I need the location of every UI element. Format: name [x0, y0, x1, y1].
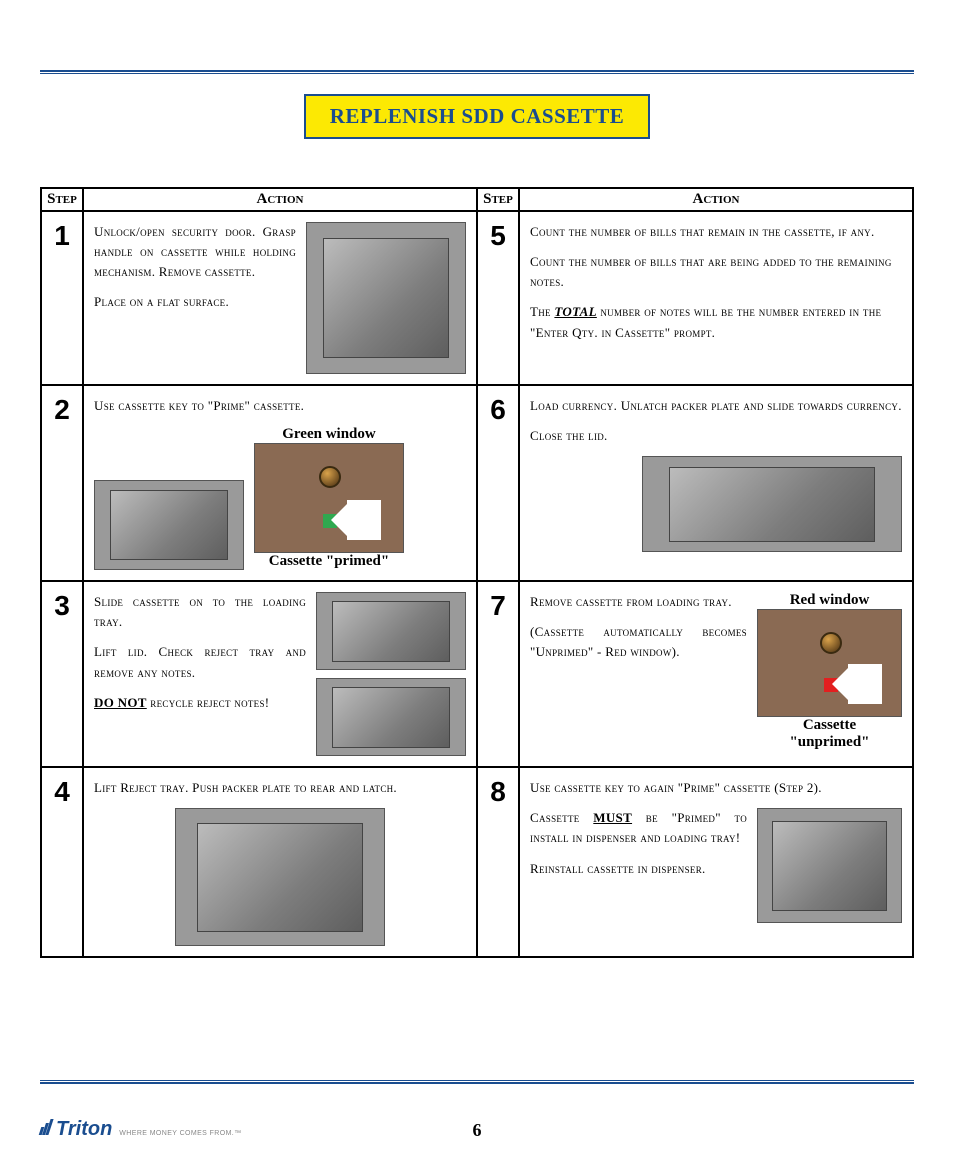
step-text: Lift lid. Check reject tray and remove a… [94, 642, 306, 682]
action-cell: Load currency. Unlatch packer plate and … [519, 385, 913, 581]
table-row: 1 Unlock/open security door. Grasp handl… [41, 211, 913, 385]
step-text: Remove cassette from loading tray. [530, 592, 747, 612]
figure-callout-unprimed [757, 609, 902, 717]
col-step-right: Step [477, 188, 519, 211]
text: The [530, 304, 554, 319]
bottom-rule [40, 1080, 914, 1084]
step-number: 2 [41, 385, 83, 581]
figure-photo [757, 808, 902, 923]
step-number: 5 [477, 211, 519, 385]
action-cell: Remove cassette from loading tray. (Cass… [519, 581, 913, 767]
figure-photo [316, 592, 466, 670]
col-step-left: Step [41, 188, 83, 211]
step-text: Place on a flat surface. [94, 292, 296, 312]
text: recycle reject notes! [147, 695, 270, 710]
text: Cassette [530, 810, 593, 825]
emph-total: TOTAL [554, 304, 596, 319]
triton-logo: Triton WHERE MONEY COMES FROM.™ [40, 1118, 242, 1141]
emph-donot: DO NOT [94, 695, 147, 710]
top-rule [40, 70, 914, 74]
step-number: 8 [477, 767, 519, 957]
page-title: REPLENISH SDD CASSETTE [330, 104, 625, 128]
step-number: 4 [41, 767, 83, 957]
action-cell: Use cassette key to again "Prime" casset… [519, 767, 913, 957]
step-text: Slide cassette on to the loading tray. [94, 592, 306, 632]
callout-label: Red window [757, 592, 902, 609]
table-row: 4 Lift Reject tray. Push packer plate to… [41, 767, 913, 957]
page-number: 6 [473, 1120, 482, 1141]
callout-label: "unprimed" [757, 734, 902, 751]
figure-callout-primed [254, 443, 404, 553]
logo-tagline: WHERE MONEY COMES FROM.™ [119, 1130, 241, 1137]
step-number: 7 [477, 581, 519, 767]
step-text: Count the number of bills that are being… [530, 252, 902, 292]
step-text: Unlock/open security door. Grasp handle … [94, 222, 296, 282]
step-text: Count the number of bills that remain in… [530, 222, 902, 242]
figure-photo [175, 808, 385, 946]
step-text: DO NOT recycle reject notes! [94, 693, 306, 713]
action-cell: Unlock/open security door. Grasp handle … [83, 211, 477, 385]
step-number: 1 [41, 211, 83, 385]
step-text: Lift Reject tray. Push packer plate to r… [94, 778, 466, 798]
figure-photo [306, 222, 466, 374]
logo-icon [40, 1119, 51, 1135]
figure-photo [316, 678, 466, 756]
step-text: (Cassette automatically becomes "Unprime… [530, 622, 747, 662]
footer: Triton WHERE MONEY COMES FROM.™ 6 [40, 1118, 914, 1141]
callout-label: Green window [254, 426, 404, 443]
action-cell: Lift Reject tray. Push packer plate to r… [83, 767, 477, 957]
step-number: 3 [41, 581, 83, 767]
logo-text: Triton [56, 1118, 112, 1141]
step-text: Use cassette key to again "Prime" casset… [530, 778, 902, 798]
callout-label: Cassette [757, 717, 902, 734]
action-cell: Slide cassette on to the loading tray. L… [83, 581, 477, 767]
step-text: Reinstall cassette in dispenser. [530, 859, 747, 879]
table-row: 3 Slide cassette on to the loading tray.… [41, 581, 913, 767]
action-cell: Count the number of bills that remain in… [519, 211, 913, 385]
col-action-right: Action [519, 188, 913, 211]
step-text: Cassette MUST be "Primed" to install in … [530, 808, 747, 848]
title-box: REPLENISH SDD CASSETTE [304, 94, 651, 139]
step-text: The TOTAL number of notes will be the nu… [530, 302, 902, 342]
step-number: 6 [477, 385, 519, 581]
figure-photo [94, 480, 244, 570]
step-text: Use cassette key to "Prime" cassette. [94, 396, 466, 416]
figure-photo [642, 456, 902, 552]
step-text: Close the lid. [530, 426, 902, 446]
col-action-left: Action [83, 188, 477, 211]
action-cell: Use cassette key to "Prime" cassette. Gr… [83, 385, 477, 581]
emph-must: MUST [593, 810, 632, 825]
step-text: Load currency. Unlatch packer plate and … [530, 396, 902, 416]
table-row: 2 Use cassette key to "Prime" cassette. … [41, 385, 913, 581]
steps-table: Step Action Step Action 1 Unlock/open se… [40, 187, 914, 958]
callout-label: Cassette "primed" [254, 553, 404, 570]
